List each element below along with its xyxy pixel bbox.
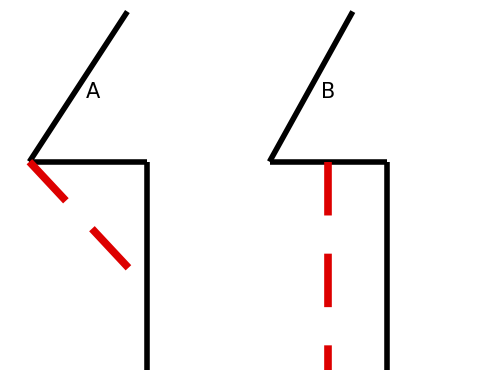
Text: B: B <box>321 82 336 102</box>
Text: A: A <box>86 82 100 102</box>
